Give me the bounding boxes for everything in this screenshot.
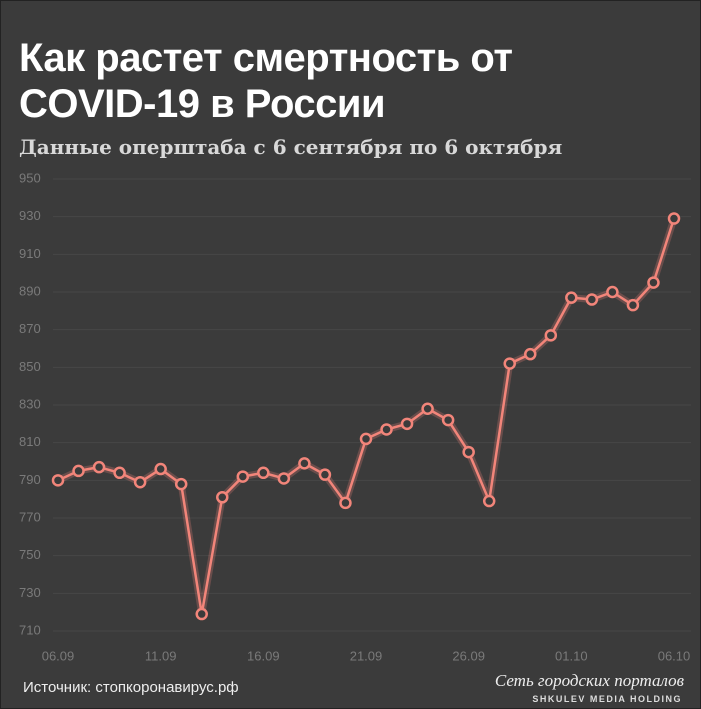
- point: [544, 329, 558, 342]
- point: [462, 445, 475, 459]
- source: Источник: стопкоронавирус.рф: [23, 679, 239, 696]
- y-tick-label: 710: [19, 622, 41, 637]
- point: [216, 491, 229, 504]
- y-tick-label: 890: [19, 283, 41, 298]
- y-tick-label: 950: [19, 170, 41, 185]
- point: [421, 402, 434, 416]
- point: [51, 474, 65, 487]
- y-tick-label: 870: [19, 321, 41, 336]
- point: [647, 276, 660, 289]
- x-tick-label: 26.09: [452, 648, 485, 663]
- point: [298, 457, 311, 470]
- point: [133, 475, 147, 489]
- point: [606, 285, 619, 299]
- point: [92, 460, 106, 474]
- point: [154, 462, 167, 476]
- y-tick-label: 730: [19, 585, 41, 600]
- point: [257, 466, 270, 480]
- x-tick-label: 21.09: [350, 648, 383, 663]
- point: [318, 468, 332, 481]
- line-glow: [56, 217, 678, 618]
- point: [359, 432, 373, 446]
- x-tick-label: 11.09: [145, 648, 177, 663]
- point: [482, 494, 496, 508]
- y-tick-label: 770: [19, 509, 41, 524]
- x-tick-label: 06.10: [658, 648, 691, 663]
- point: [113, 466, 126, 480]
- point: [441, 413, 455, 427]
- point: [626, 298, 640, 312]
- point: [503, 357, 516, 370]
- point: [174, 477, 188, 491]
- x-tick-label: 16.09: [247, 648, 280, 663]
- brand: Сеть городских порталов: [494, 671, 684, 690]
- point: [565, 291, 578, 304]
- point: [72, 464, 85, 478]
- point: [277, 472, 291, 485]
- x-tick-label: 06.09: [42, 648, 75, 663]
- y-tick-label: 830: [19, 396, 41, 411]
- y-tick-label: 930: [19, 208, 41, 223]
- point: [236, 470, 250, 483]
- y-tick-label: 910: [19, 246, 41, 261]
- point: [667, 212, 681, 225]
- chart-title: Как растет смертность от COVID-19 в Росс…: [19, 36, 513, 126]
- y-tick-label: 790: [19, 472, 41, 487]
- y-tick-label: 850: [19, 359, 41, 374]
- y-tick-label: 810: [19, 434, 41, 449]
- point: [195, 607, 208, 621]
- point: [339, 496, 352, 510]
- point: [380, 423, 393, 436]
- y-tick-label: 750: [19, 547, 41, 562]
- point: [585, 293, 599, 306]
- point: [524, 347, 537, 361]
- point: [400, 417, 414, 431]
- brand-sub: SHKULEV MEDIA HOLDING: [532, 694, 682, 704]
- x-tick-label: 01.10: [555, 648, 588, 663]
- chart-subtitle: Данные оперштаба с 6 сентября по 6 октяб…: [19, 135, 563, 159]
- line: [57, 218, 676, 616]
